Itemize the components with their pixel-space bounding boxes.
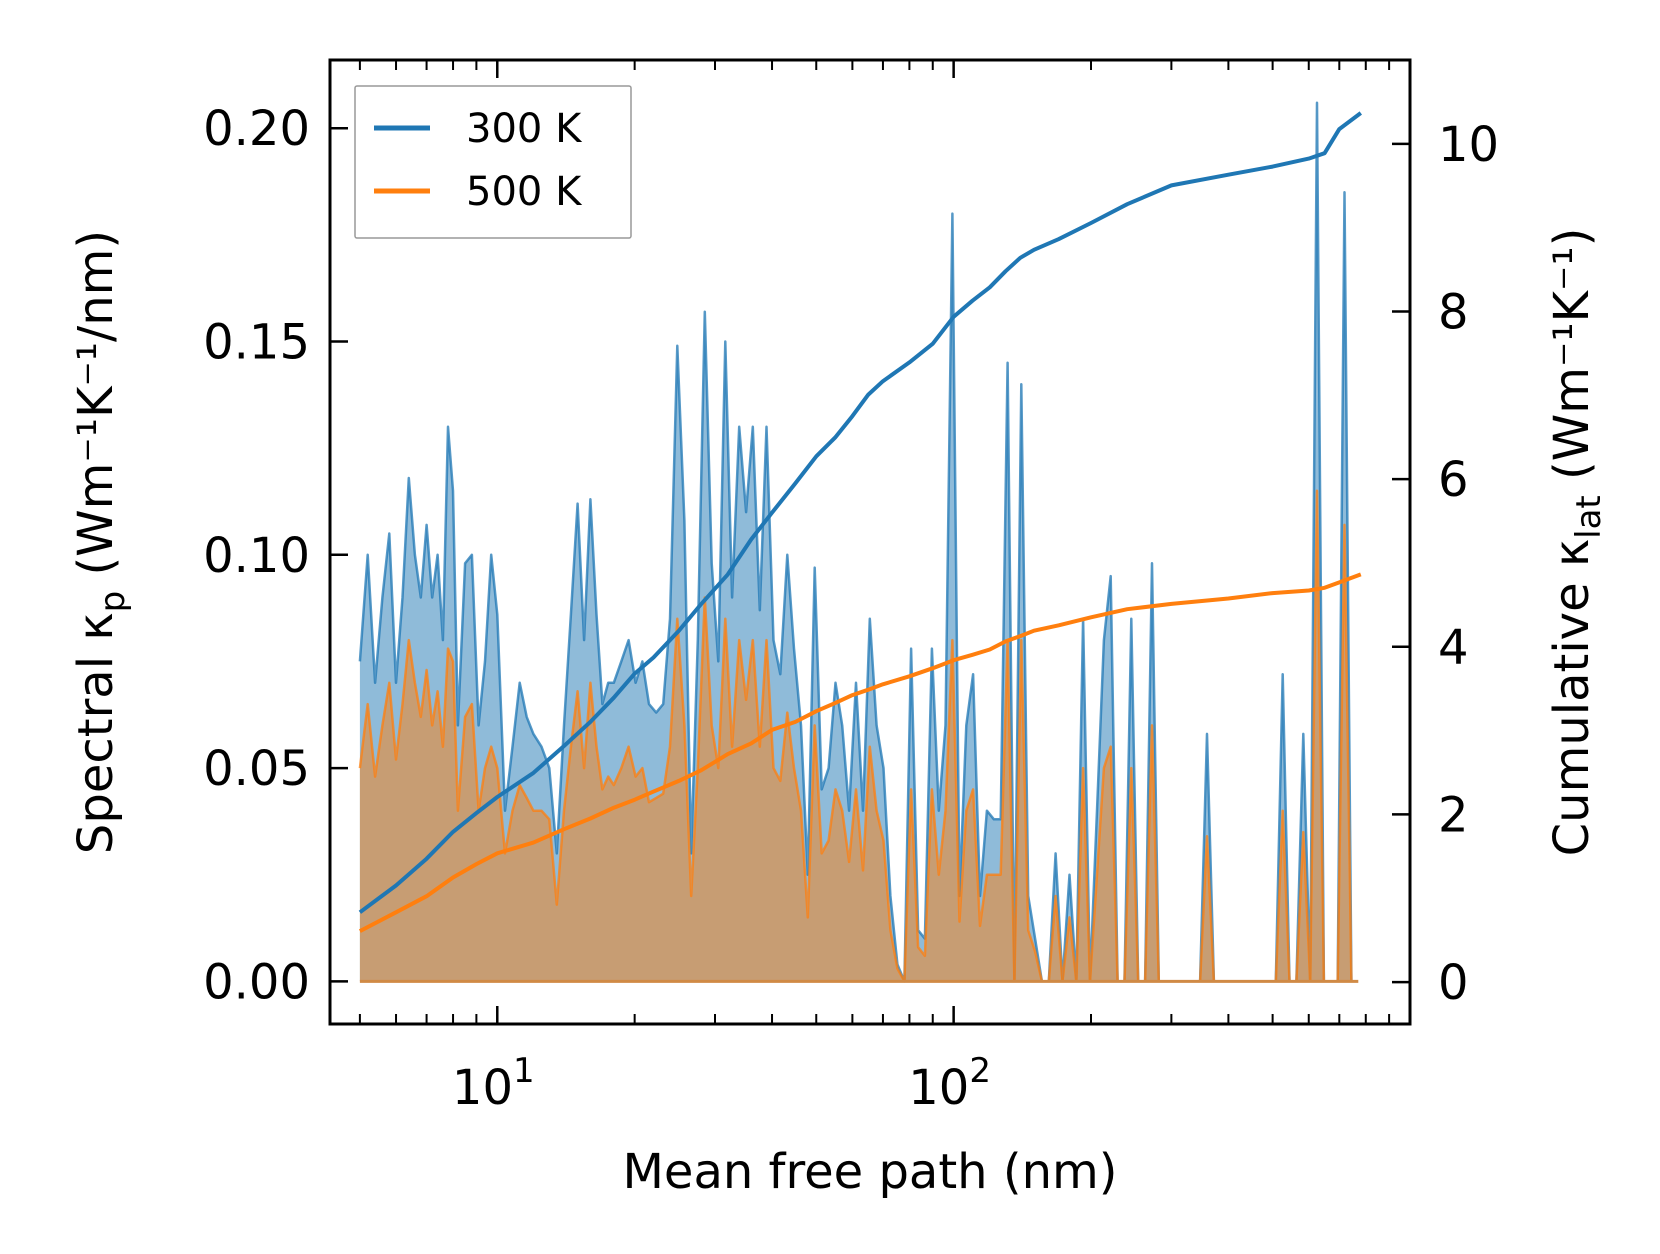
legend-label-300k: 300 K xyxy=(466,106,583,152)
y2-tick-label: 8 xyxy=(1438,284,1469,340)
legend-label-500k: 500 K xyxy=(466,169,583,215)
y2-tick-label: 4 xyxy=(1438,620,1469,676)
y-tick-label: 0.10 xyxy=(203,528,310,584)
x-tick-label: 101 xyxy=(452,1051,535,1116)
y2-tick-label: 0 xyxy=(1438,955,1469,1011)
y2-tick-label: 2 xyxy=(1438,787,1469,843)
y-tick-label: 0.00 xyxy=(203,954,310,1010)
y-axis-label-rest: (Wm⁻¹K⁻¹/nm) xyxy=(68,230,124,591)
y-tick-label: 0.15 xyxy=(203,315,310,371)
plot-frame xyxy=(328,58,1412,1026)
y-axis-label: Spectral κp (Wm⁻¹K⁻¹/nm) xyxy=(68,230,133,854)
y2-axis-label-sub: lat xyxy=(1569,495,1609,539)
y2-tick-label: 6 xyxy=(1438,452,1469,508)
x-tick-exponent: 1 xyxy=(513,1051,535,1091)
plot-area xyxy=(358,101,1362,983)
cumulative-line-300k xyxy=(358,111,1362,914)
x-axis-label: Mean free path (nm) xyxy=(623,1144,1118,1200)
x-tick-base: 10 xyxy=(452,1060,513,1116)
spectral-area-500k xyxy=(359,490,1352,982)
y2-axis-label-rest: (Wm⁻¹K⁻¹) xyxy=(1544,228,1600,496)
legend-box xyxy=(354,85,632,239)
y-tick-label: 0.20 xyxy=(203,101,310,157)
spectral-area-300k xyxy=(359,102,1352,982)
legend: 300 K 500 K xyxy=(354,85,632,239)
cumulative-line-500k xyxy=(358,572,1362,933)
x-tick-base: 10 xyxy=(908,1060,969,1116)
y2-tick-label: 10 xyxy=(1438,117,1499,173)
y2-axis-label: Cumulative κlat (Wm⁻¹K⁻¹) xyxy=(1544,228,1609,857)
y-tick-label: 0.05 xyxy=(203,741,310,797)
x-tick-label: 102 xyxy=(908,1051,991,1116)
x-tick-exponent: 2 xyxy=(969,1051,991,1091)
y-axis-label-sub: p xyxy=(93,591,133,613)
